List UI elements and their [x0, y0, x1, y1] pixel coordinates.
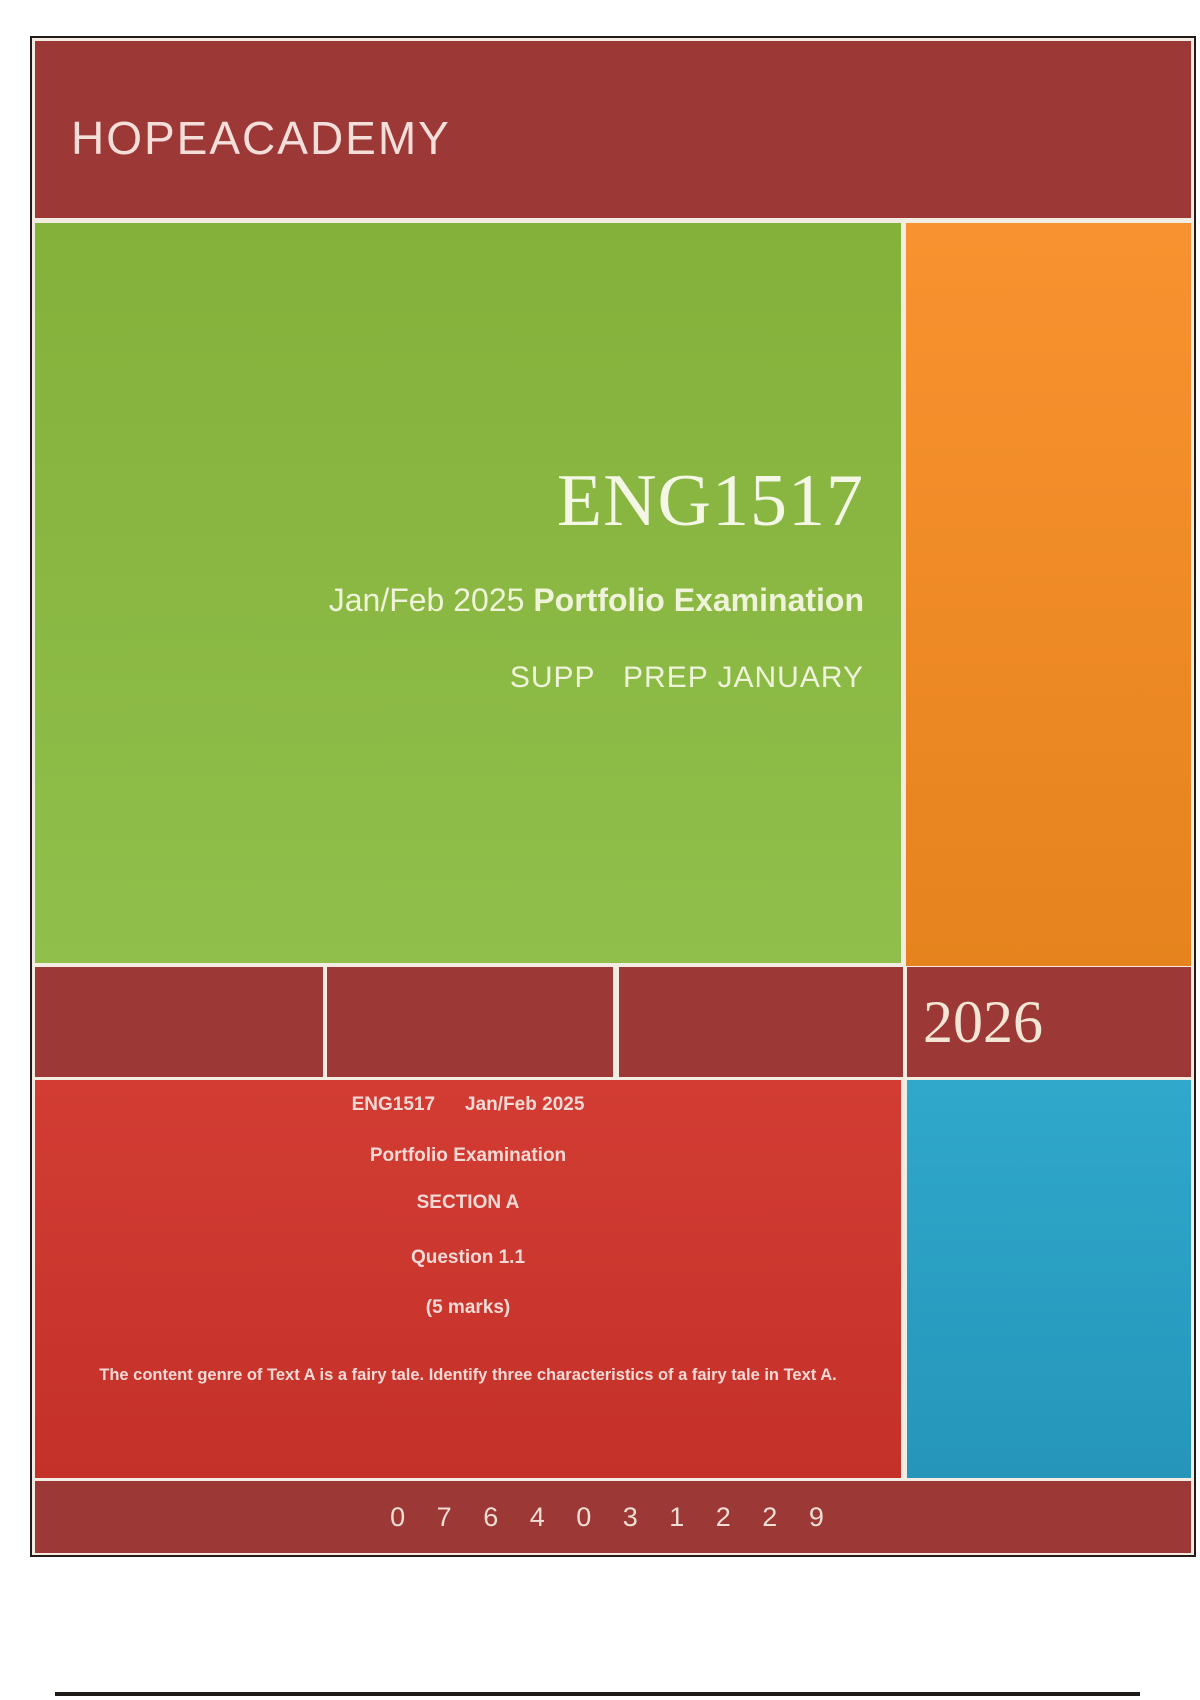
details-course-code: ENG1517 — [351, 1094, 436, 1115]
orange-panel — [906, 223, 1191, 966]
year-band-segment: 2026 — [907, 967, 1191, 1077]
year-band-segment — [327, 967, 613, 1077]
details-course-date: Jan/Feb 2025 — [465, 1094, 585, 1115]
course-code: ENG1517 — [556, 460, 864, 542]
header-band: HOPEACADEMY — [35, 41, 1191, 218]
supp-prep-line: SUPP PREP JANUARY — [509, 661, 864, 694]
year-band-segment — [35, 967, 323, 1077]
details-section: SECTION A — [416, 1192, 520, 1213]
details-course-line: ENG1517 Jan/Feb 2025 — [35, 1092, 901, 1118]
details-panel: ENG1517 Jan/Feb 2025 Portfolio Examinati… — [35, 1080, 901, 1478]
details-exam-title: Portfolio Examination — [369, 1145, 567, 1166]
cover-frame: HOPEACADEMY ENG1517 Jan/Feb 2025 Portfol… — [30, 36, 1196, 1557]
exam-subtitle-title: Portfolio Examination — [533, 582, 864, 618]
footer-band: 0 7 6 4 0 3 1 2 2 9 — [35, 1481, 1191, 1553]
question-text: The content genre of Text A is a fairy t… — [99, 1366, 837, 1384]
exam-subtitle: Jan/Feb 2025 Portfolio Examination — [35, 580, 864, 620]
brand-title: HOPEACADEMY — [71, 112, 451, 164]
phone-number: 0 7 6 4 0 3 1 2 2 9 — [390, 1501, 836, 1532]
exam-subtitle-date: Jan/Feb 2025 — [328, 582, 534, 618]
year-text: 2026 — [923, 989, 1043, 1055]
hero-panel: ENG1517 Jan/Feb 2025 Portfolio Examinati… — [35, 223, 901, 963]
details-question-number: Question 1.1 — [410, 1247, 526, 1268]
details-marks: (5 marks) — [425, 1297, 511, 1318]
bottom-rule — [55, 1692, 1140, 1696]
year-band-segment — [619, 967, 903, 1077]
blue-panel — [907, 1080, 1191, 1478]
